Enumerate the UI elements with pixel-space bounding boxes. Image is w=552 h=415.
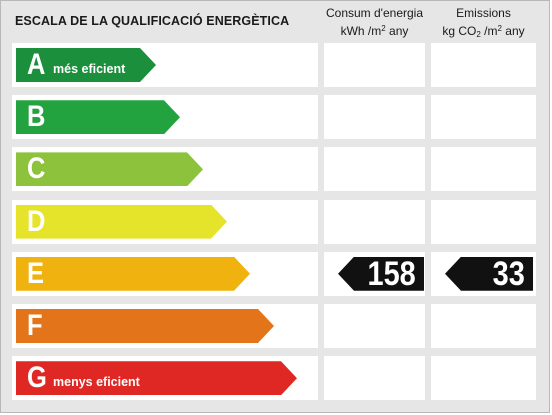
- scale-cell: E: [12, 251, 318, 296]
- rating-row-e: E 158 33: [0, 251, 552, 296]
- rating-row-c: C: [0, 147, 552, 192]
- rating-arrow-f: F: [16, 309, 274, 343]
- scale-cell: C: [12, 147, 318, 192]
- scale-cell: D: [12, 199, 318, 244]
- rating-row-f: F: [0, 304, 552, 348]
- consumption-cell: [324, 147, 425, 192]
- consumption-value-tag: 158: [338, 254, 424, 293]
- rating-sublabel: més eficient: [53, 62, 126, 76]
- rating-letter: C: [27, 152, 46, 186]
- consumption-cell: 158: [324, 251, 425, 296]
- rating-letter: G: [27, 361, 47, 395]
- emissions-cell: 33: [431, 251, 536, 296]
- emissions-value: 33: [492, 254, 525, 293]
- rating-arrow-d: D: [16, 205, 227, 239]
- consumption-header-label: Consum d'energia: [325, 6, 423, 20]
- emissions-value-tag: 33: [445, 254, 533, 293]
- consumption-column-header: Consum d'energia kWh /m2 any: [324, 6, 425, 39]
- consumption-cell: [324, 199, 425, 244]
- scale-cell: B: [12, 95, 318, 140]
- rating-letter: A: [27, 48, 46, 81]
- emissions-cell: [431, 356, 536, 401]
- scale-cell: F: [12, 304, 318, 348]
- consumption-header-unit: kWh /m2 any: [340, 24, 409, 38]
- rating-arrow-e: E: [16, 257, 250, 291]
- consumption-cell: [324, 356, 425, 401]
- emissions-cell: [431, 199, 536, 244]
- rating-letter: D: [27, 204, 46, 238]
- emissions-header-unit: kg CO2 /m2 any: [442, 24, 525, 39]
- consumption-cell: [324, 304, 425, 348]
- rating-arrow-b: B: [16, 100, 180, 134]
- emissions-header-label: Emissions: [456, 6, 511, 20]
- rating-letter: B: [27, 100, 46, 134]
- rating-letter: F: [27, 309, 43, 342]
- consumption-cell: [324, 95, 425, 140]
- rating-row-d: D: [0, 199, 552, 244]
- rating-row-b: B: [0, 95, 552, 140]
- rating-sublabel: menys eficient: [53, 375, 140, 390]
- consumption-value: 158: [367, 254, 416, 293]
- emissions-cell: [431, 147, 536, 192]
- scale-title: ESCALA DE LA QUALIFICACIÓ ENERGÈTICA: [15, 14, 290, 28]
- rating-arrow-c: C: [16, 152, 203, 186]
- emissions-cell: [431, 95, 536, 140]
- emissions-cell: [431, 43, 536, 87]
- consumption-cell: [324, 43, 425, 87]
- emissions-cell: [431, 304, 536, 348]
- emissions-column-header: Emissions kg CO2 /m2 any: [431, 6, 536, 42]
- rating-letter: E: [27, 256, 45, 290]
